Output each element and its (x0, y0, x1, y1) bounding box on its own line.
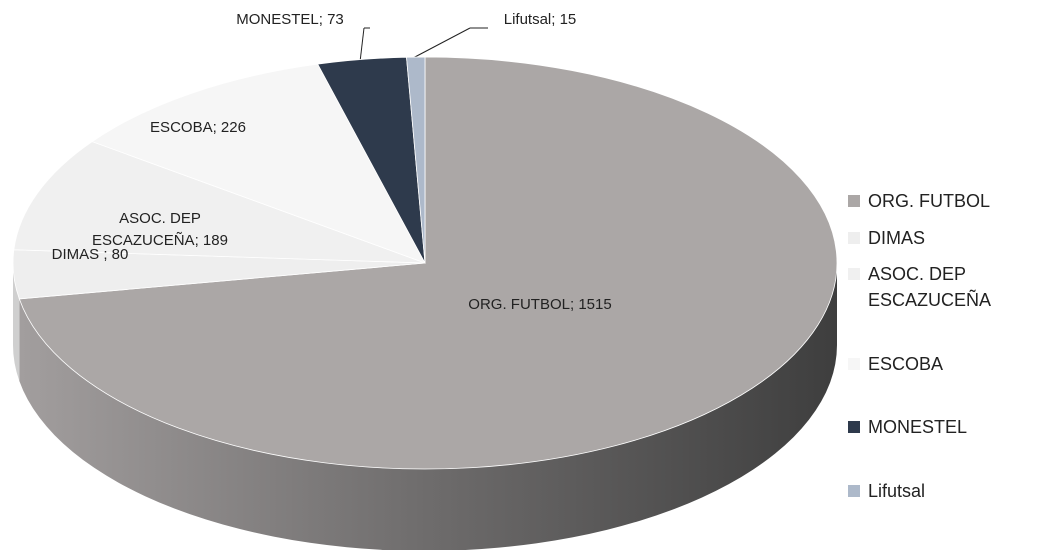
leader-line (359, 27, 365, 63)
slice (13, 141, 426, 264)
legend-label: ESCOBA (868, 354, 944, 374)
legend-swatch (848, 358, 860, 370)
legend-label: DIMAS (868, 228, 926, 248)
slice-side (19, 263, 837, 550)
legend-item: ORG. FUTBOL (848, 188, 1033, 214)
data-label: ORG. FUTBOL; 1515 (468, 296, 612, 313)
legend-swatch (848, 232, 860, 244)
legend-label: ORG. FUTBOL (868, 191, 991, 211)
data-label: Lifutsal; 15 (503, 11, 577, 28)
legend-swatch (848, 485, 860, 497)
slice (406, 56, 426, 264)
slice (91, 63, 426, 264)
legend-item: DIMAS (848, 225, 1033, 251)
legend-item: Lifutsal (848, 478, 1033, 504)
data-label: ASOC. DEP ESCAZUCEÑA; 189 (92, 210, 228, 249)
legend-swatch (848, 421, 860, 433)
legend-item: ESCOBA (848, 351, 1033, 377)
legend-swatch (848, 268, 860, 280)
legend-swatch (848, 195, 860, 207)
data-label: MONESTEL; 73 (236, 11, 344, 28)
legend-label: Lifutsal (868, 481, 926, 501)
legend-item: MONESTEL (848, 414, 1033, 440)
legend-item: ASOC. DEP ESCAZUCEÑA (848, 261, 1033, 313)
legend-label: MONESTEL (868, 417, 968, 437)
legend-label: ASOC. DEP ESCAZUCEÑA (868, 264, 992, 310)
data-label: ESCOBA; 226 (150, 119, 246, 136)
data-label: DIMAS ; 80 (51, 246, 129, 263)
leader-line (412, 27, 471, 59)
slice-side (13, 263, 20, 381)
slice (18, 56, 838, 470)
